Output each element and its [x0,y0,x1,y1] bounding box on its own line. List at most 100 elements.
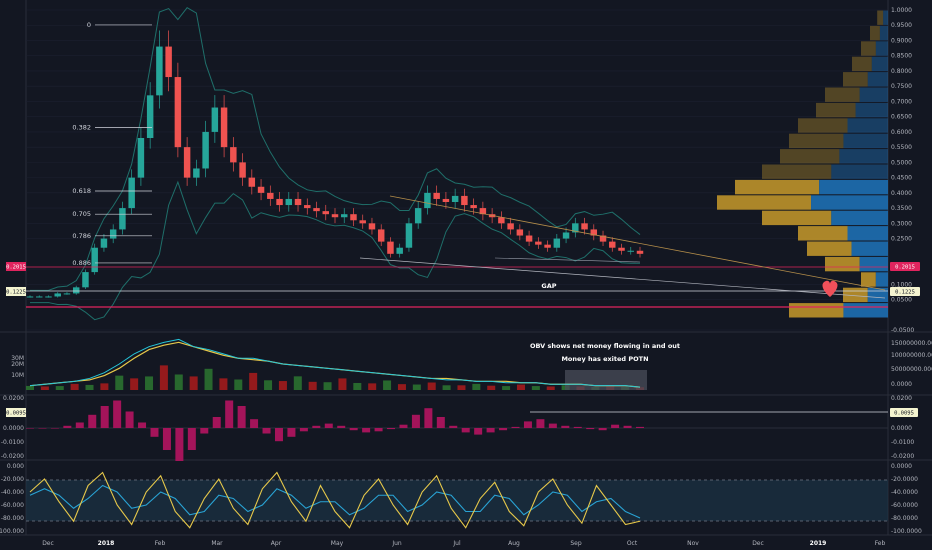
candle-body [442,198,450,202]
macd-bar [187,428,196,450]
obv-volume-bar [412,384,421,390]
macd-bar [523,421,532,428]
volume-profile-up-bar [851,241,888,256]
bollinger-upper [30,7,641,291]
time-axis-label: Dec [752,540,764,547]
panel-separators [0,331,932,536]
obv-volume-bar [85,384,94,390]
macd-bar [424,408,433,428]
volume-profile-up-bar [859,256,888,272]
macd-bar [262,428,271,434]
price-tick-label: 0.8500 [891,53,912,60]
price-tick-label: 0.2500 [891,236,912,243]
candle-body [599,235,607,242]
candle-body [220,107,228,148]
macd-bar [337,425,346,428]
macd-bar [200,428,209,434]
macd-bar [461,428,470,433]
fib-retracement: 0 0.382 0.618 0.705 0.786 0.886 [72,21,152,267]
macd-histogram [26,400,644,461]
obv-volume-bar [278,381,287,390]
stoch-tick-label: 0.0000 [891,463,912,470]
price-tick-label: 0.7500 [891,83,912,90]
candle-body [350,214,357,221]
price-tick-label: 0.1000 [891,281,912,288]
candle-body [562,232,570,239]
obv-volume-bar [159,365,168,390]
upper-trendline [389,195,886,291]
price-tick-label: 0.5500 [891,144,912,151]
obv-note: OBV shows net money flowing in and out [530,342,680,350]
candle-body [230,147,237,163]
macd-bar [274,428,283,442]
candle-body [387,241,394,254]
price-tick-label: 1.0000 [891,7,912,14]
candle-body [618,247,625,251]
candle-body [451,195,459,202]
candle-body [109,229,117,239]
obv-lines [29,338,641,388]
price-tick-label: 0.9000 [891,37,912,44]
left-support-badge: 0.1225 [6,287,26,296]
price-tick-label: 0.4500 [891,175,912,182]
stoch-left-tick-label: -20.000 [1,476,24,483]
candle-body [609,241,616,248]
volume-profile-up-bar [855,102,888,118]
price-tick-label: 0.5000 [891,159,912,166]
macd-bar [387,428,396,430]
obv-volume-bar [442,385,451,390]
time-axis-label: May [331,540,344,547]
obv-volume-bar [115,375,124,390]
candle-body [516,229,524,236]
volume-profile-down-bar [843,72,868,87]
candle-body [322,211,329,215]
obv-tick-label: 50000000.0000 [891,366,932,373]
macd-left-badge: 0.0095 [6,408,26,417]
heart-icon [822,280,838,297]
candle-body [636,250,644,254]
candle-body [137,138,145,178]
macd-bar [598,428,607,431]
volume-profile [717,10,888,318]
volume-profile-down-bar [735,179,820,195]
price-tick-label: -0.0500 [891,327,914,334]
stochastic-lines [29,471,641,529]
volume-profile-down-bar [789,303,844,318]
macd-bar [162,428,171,450]
candle-body [433,192,440,199]
candle-body [341,214,348,218]
obv-volume-bar [338,378,347,390]
volume-profile-down-bar [852,56,872,72]
macd-left-tick-label: 0.0000 [3,425,24,432]
candle-body [45,296,52,298]
obv-volume-bar [70,383,79,390]
bollinger-lower [30,180,641,321]
stoch-tick-label: -40.0000 [891,489,918,496]
volume-profile-up-bar [875,41,888,56]
time-axis-label: Feb [155,540,166,547]
candle-body [359,220,366,224]
volume-profile-down-bar [798,118,848,133]
candle-body [257,186,265,193]
obv-tick-label: 0.0000 [891,381,912,388]
candle-body [193,168,200,178]
fib-level-label: 0.618 [72,187,91,195]
candle-body [627,250,634,252]
stoch-k-line [29,471,641,529]
candle-body [535,241,542,245]
time-axis-label: Apr [271,540,282,547]
volume-profile-up-bar [875,272,888,287]
wedge-line [494,257,641,263]
macd-bar [212,417,221,428]
stoch-tick-label: -60.0000 [891,502,918,509]
obv-volume-bar [531,386,540,390]
candle-body [553,238,561,248]
time-axis: Dec 2018 Feb Mar Apr May Jun Jul Aug Sep Oct Nov Dec… [42,540,885,547]
stoch-axis: 0.0000 -20.0000 -40.0000 -60.0000 -80.0000 -1… [0,463,922,535]
candle-body [396,247,403,254]
volume-profile-up-bar [879,25,888,41]
volume-profile-down-bar [877,10,884,25]
volume-profile-down-bar [861,272,876,287]
price-tick-label: 0.7000 [891,98,912,105]
candle-body [414,208,422,224]
